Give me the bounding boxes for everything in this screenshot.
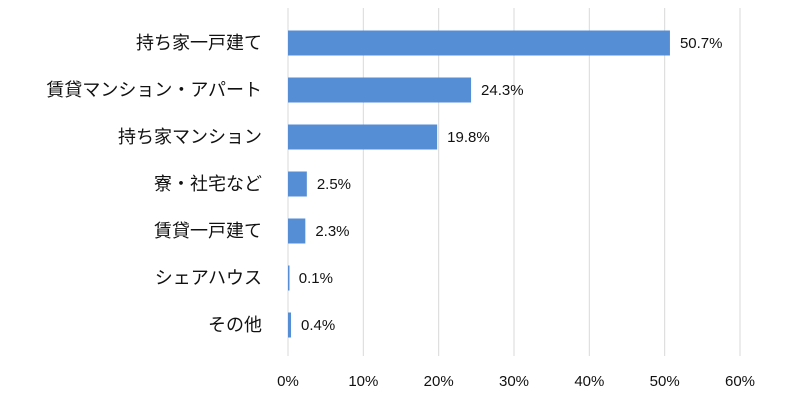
category-label: 寮・社宅など	[154, 174, 262, 195]
bar	[288, 30, 670, 56]
value-label: 24.3%	[481, 82, 524, 99]
category-label: 賃貸一戸建て	[154, 221, 262, 242]
x-tick-label: 20%	[424, 373, 454, 390]
value-label: 0.4%	[301, 317, 335, 334]
bar	[288, 124, 438, 150]
category-label: 賃貸マンション・アパート	[46, 80, 262, 101]
category-label: シェアハウス	[155, 268, 262, 289]
x-tick-label: 40%	[574, 373, 604, 390]
value-label: 0.1%	[299, 270, 333, 287]
bar	[288, 265, 290, 291]
x-tick-label: 10%	[348, 373, 378, 390]
bar	[288, 312, 292, 338]
x-tick-label: 50%	[650, 373, 680, 390]
x-tick-label: 30%	[499, 373, 529, 390]
category-label: 持ち家マンション	[118, 127, 262, 148]
x-tick-label: 0%	[277, 373, 299, 390]
category-label: 持ち家一戸建て	[136, 33, 262, 54]
value-label: 2.3%	[315, 223, 349, 240]
value-labels: 50.7% 24.3% 19.8% 2.5% 2.3% 0.1% 0.4%	[299, 35, 723, 334]
bar	[288, 171, 307, 197]
grid-lines	[287, 8, 741, 356]
category-label: その他	[208, 315, 262, 336]
bar	[288, 218, 306, 244]
x-axis-tick-labels: 0% 10% 20% 30% 40% 50% 60%	[277, 373, 755, 390]
bar	[288, 77, 472, 103]
x-tick-label: 60%	[725, 373, 755, 390]
value-label: 2.5%	[317, 176, 351, 193]
category-labels: 持ち家一戸建て賃貸マンション・アパート持ち家マンション寮・社宅など賃貸一戸建てシ…	[46, 33, 262, 336]
value-label: 19.8%	[447, 129, 490, 146]
bars	[288, 30, 670, 338]
value-label: 50.7%	[680, 35, 723, 52]
